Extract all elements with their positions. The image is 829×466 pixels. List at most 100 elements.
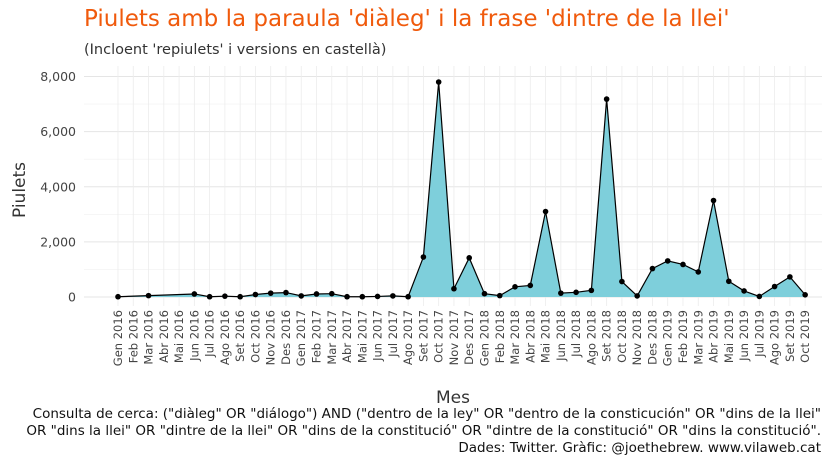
area-series [117,81,806,298]
x-tick-label: Oct 2017 [432,310,446,363]
data-point [710,197,717,204]
x-tick-label: Oct 2019 [798,310,812,363]
data-point [619,278,625,285]
caption-line-1: Consulta de cerca: ("diàleg" OR "diálogo… [32,406,821,422]
data-point [420,254,427,260]
x-tick-label: Gen 2019 [661,310,675,366]
chart-subtitle: (Incloent 'repiulets' i versions en cast… [84,42,387,58]
x-tick-label: Ago 2019 [768,310,782,365]
x-tick-label: Gen 2017 [294,310,308,366]
x-tick-label: Des 2016 [279,310,293,365]
x-tick-label: Mar 2016 [142,310,156,365]
x-tick-label: Feb 2019 [676,310,690,363]
data-point [512,284,518,290]
y-tick-label: 6,000 [40,124,76,139]
data-point [680,261,686,268]
x-tick-label: Abr 2018 [523,310,537,363]
caption-line-2: OR "dins la llei" OR "dintre de la llei"… [26,423,821,439]
x-tick-label: Jun 2017 [371,310,385,362]
data-point [374,293,381,300]
x-tick-label: Mai 2018 [539,310,553,363]
data-point [344,293,350,300]
data-point [390,293,396,299]
x-tick-label: Jul 2019 [752,310,766,358]
y-tick-label: 8,000 [40,69,76,84]
x-tick-label: Jul 2018 [569,310,583,358]
data-point [542,208,549,215]
x-tick-label: Mai 2016 [172,310,186,363]
x-tick-label: Gen 2016 [111,310,125,366]
x-tick-label: Mar 2017 [325,310,339,365]
data-point [649,265,656,272]
data-point [664,258,671,264]
y-tick-label: 0 [68,290,76,305]
data-point [313,291,320,297]
data-point [191,291,198,297]
x-tick-label: Feb 2018 [493,310,507,363]
data-points [115,79,808,300]
data-point [237,293,243,300]
x-tick-label: Jun 2019 [737,310,751,362]
x-axis-label: Mes [436,388,470,408]
data-point [741,288,747,294]
data-point [451,285,457,292]
data-point [527,282,534,289]
data-point [298,293,305,299]
x-tick-label: Ago 2018 [584,310,598,365]
x-tick-label: Feb 2016 [126,310,140,363]
x-tick-label: Nov 2017 [447,310,461,365]
x-tick-label: Ago 2017 [401,310,415,365]
x-axis-ticks: Gen 2016 Feb 2016 Mar 2016 Abr 2016 Mai 2016… [111,310,812,366]
x-tick-label: Ago 2016 [218,310,232,365]
x-tick-label: Nov 2018 [630,310,644,365]
x-tick-label: Set 2016 [233,310,247,362]
data-point [787,274,793,280]
y-tick-label: 2,000 [40,234,76,249]
data-point [328,290,335,297]
x-tick-label: Mai 2019 [722,310,736,363]
x-tick-label: Oct 2018 [615,310,629,363]
data-point [726,278,732,285]
caption-line-3: Dades: Twitter. Gràfic: @joethebrew. www… [458,440,821,456]
data-point [603,96,610,102]
x-tick-label: Jun 2016 [187,310,201,362]
x-tick-label: Abr 2017 [340,310,354,363]
y-tick-label: 4,000 [40,179,76,194]
x-tick-label: Mar 2018 [508,310,522,365]
x-tick-label: Des 2018 [645,310,659,365]
data-point [359,293,366,300]
data-point [573,289,579,296]
x-tick-label: Jul 2017 [386,310,400,358]
data-point [496,292,503,299]
x-tick-label: Mar 2019 [691,310,705,365]
data-point [252,291,259,298]
data-point [115,293,121,300]
x-tick-label: Nov 2016 [264,310,278,365]
data-point [435,79,442,85]
chart-title: Piulets amb la paraula 'diàleg' i la fra… [84,6,730,32]
x-tick-label: Gen 2018 [477,310,491,366]
x-tick-label: Abr 2016 [157,310,171,363]
data-point [222,293,228,299]
data-point [802,291,808,298]
data-point [145,292,152,299]
data-point [466,255,473,261]
data-point [771,283,778,290]
x-tick-label: Abr 2019 [707,310,721,363]
data-point [405,293,411,300]
data-point [588,287,595,294]
data-point [481,290,488,297]
y-axis-label: Piulets [10,162,30,218]
x-tick-label: Oct 2016 [248,310,262,363]
x-tick-label: Jul 2016 [203,310,217,358]
data-point [634,293,640,299]
data-point [756,293,763,300]
data-point [558,290,564,296]
data-point [206,293,213,300]
x-tick-label: Jun 2018 [554,310,568,362]
data-point [267,290,274,296]
x-tick-label: Des 2017 [462,310,476,365]
x-tick-label: Feb 2017 [310,310,324,363]
y-axis-ticks: 0 2,000 4,000 6,000 8,000 [40,69,76,305]
